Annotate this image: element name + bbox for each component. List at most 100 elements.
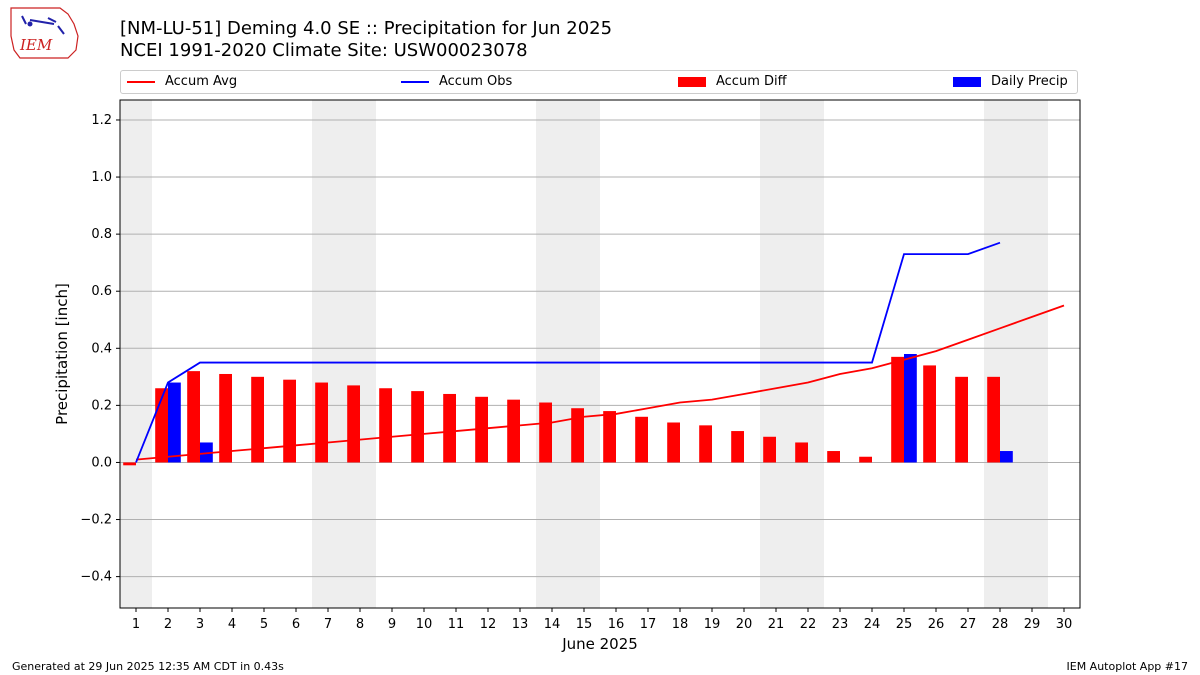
x-tick-label: 23	[832, 617, 849, 632]
accum-diff-bar	[955, 376, 968, 463]
weekend-shade-day-14	[536, 100, 568, 608]
plot-frame	[119, 99, 1081, 609]
y-tick-label: 0.0	[91, 455, 112, 470]
logo-dot	[27, 21, 33, 27]
chart-title-line2: NCEI 1991-2020 Climate Site: USW00023078	[120, 40, 528, 61]
accum-diff-bar	[187, 371, 200, 463]
logo-state-outline	[10, 7, 79, 59]
x-tick-label: 9	[388, 617, 396, 632]
x-tick-label: 3	[196, 617, 204, 632]
y-tick-label: 1.0	[91, 170, 112, 185]
accum-diff-bar	[283, 379, 296, 463]
accum-diff-bar	[443, 393, 456, 463]
x-tick-label: 18	[672, 617, 689, 632]
y-tick-label: 0.4	[91, 341, 112, 356]
accum-diff-bar	[699, 425, 712, 463]
x-tick-label: 2	[164, 617, 172, 632]
x-tick-label: 7	[324, 617, 332, 632]
x-tick-label: 24	[864, 617, 881, 632]
x-tick-label: 29	[1024, 617, 1041, 632]
accum-diff-bar	[251, 376, 264, 463]
logo-weather-mark	[21, 15, 65, 35]
y-tick-label: 1.2	[91, 113, 112, 128]
legend-daily-precip: Daily Precip	[953, 74, 1068, 90]
x-tick-label: 6	[292, 617, 300, 632]
daily-precip-bar	[1000, 451, 1013, 463]
x-tick-label: 22	[800, 617, 817, 632]
accum-diff-bar	[379, 388, 392, 463]
accum-diff-bar	[859, 456, 872, 463]
y-axis-label: Precipitation [inch]	[53, 283, 71, 425]
accum-diff-bar	[667, 422, 680, 463]
x-tick-label: 14	[544, 617, 561, 632]
x-tick-label: 13	[512, 617, 529, 632]
accum-diff-bar	[315, 382, 328, 463]
legend-accum-diff-swatch	[678, 77, 706, 87]
y-tick-label: −0.2	[80, 513, 112, 528]
accum-diff-bar	[123, 462, 136, 466]
app-credit: IEM Autoplot App #17	[1066, 660, 1189, 673]
x-tick-label: 16	[608, 617, 625, 632]
x-tick-label: 8	[356, 617, 364, 632]
accum-diff-bar	[411, 391, 424, 463]
accum-avg-line	[135, 304, 1065, 461]
chart-title-line1: [NM-LU-51] Deming 4.0 SE :: Precipitatio…	[120, 18, 613, 39]
x-tick-label: 21	[768, 617, 785, 632]
accum-diff-bar	[827, 451, 840, 463]
accum-obs-line	[135, 241, 1001, 463]
x-tick-label: 12	[480, 617, 497, 632]
x-tick-label: 1	[132, 617, 140, 632]
accum-diff-bar	[539, 402, 552, 463]
x-axis-label: June 2025	[561, 635, 638, 653]
accum-diff-bar	[219, 373, 232, 463]
accum-diff-bar	[571, 408, 584, 463]
x-tick-label: 25	[896, 617, 913, 632]
x-tick-label: 27	[960, 617, 977, 632]
logo-text: IEM	[19, 36, 53, 54]
legend-accum-avg-label: Accum Avg	[165, 74, 238, 89]
accum-diff-bar	[507, 399, 520, 463]
legend-accum-diff: Accum Diff	[678, 74, 787, 90]
x-tick-label: 11	[448, 617, 465, 632]
legend-accum-diff-label: Accum Diff	[716, 74, 787, 89]
legend-accum-obs: Accum Obs	[401, 74, 512, 90]
x-tick-label: 30	[1056, 617, 1073, 632]
daily-precip-bar	[168, 382, 181, 463]
accum-diff-bar	[763, 436, 776, 463]
weekend-shade-day-22	[792, 100, 824, 608]
legend-accum-avg: Accum Avg	[127, 74, 237, 90]
y-tick-label: 0.2	[91, 398, 112, 413]
legend-accum-obs-swatch	[401, 81, 429, 83]
x-tick-label: 26	[928, 617, 945, 632]
accum-diff-bar	[923, 365, 936, 463]
chart-title: [NM-LU-51] Deming 4.0 SE :: Precipitatio…	[120, 18, 612, 62]
weekend-shade-day-8	[344, 100, 376, 608]
generated-note: Generated at 29 Jun 2025 12:35 AM CDT in…	[12, 660, 284, 673]
accum-diff-bar	[347, 385, 360, 463]
iem-logo: IEM	[10, 7, 79, 59]
x-tick-label: 28	[992, 617, 1009, 632]
daily-precip-bar	[904, 354, 917, 463]
chart-legend: Accum Avg Accum Obs Accum Diff Daily Pre…	[120, 70, 1078, 94]
x-tick-label: 19	[704, 617, 721, 632]
x-tick-label: 20	[736, 617, 753, 632]
accum-diff-bar	[635, 416, 648, 463]
accum-diff-bar	[891, 356, 904, 463]
legend-daily-precip-label: Daily Precip	[991, 74, 1068, 89]
y-tick-label: 0.6	[91, 284, 112, 299]
accum-diff-bar	[731, 431, 744, 463]
weekend-shade-day-29	[1016, 100, 1048, 608]
accum-diff-bar	[987, 376, 1000, 463]
weekend-shade-day-28	[984, 100, 1016, 608]
x-tick-label: 17	[640, 617, 657, 632]
x-tick-label: 15	[576, 617, 593, 632]
y-tick-label: −0.4	[80, 570, 112, 585]
weekend-shade-day-1	[120, 100, 152, 608]
weekend-shade-day-15	[568, 100, 600, 608]
legend-accum-obs-label: Accum Obs	[439, 74, 513, 89]
accum-diff-bar	[603, 411, 616, 463]
legend-accum-avg-swatch	[127, 81, 155, 83]
weekend-shade-day-7	[312, 100, 344, 608]
y-tick-label: 0.8	[91, 227, 112, 242]
